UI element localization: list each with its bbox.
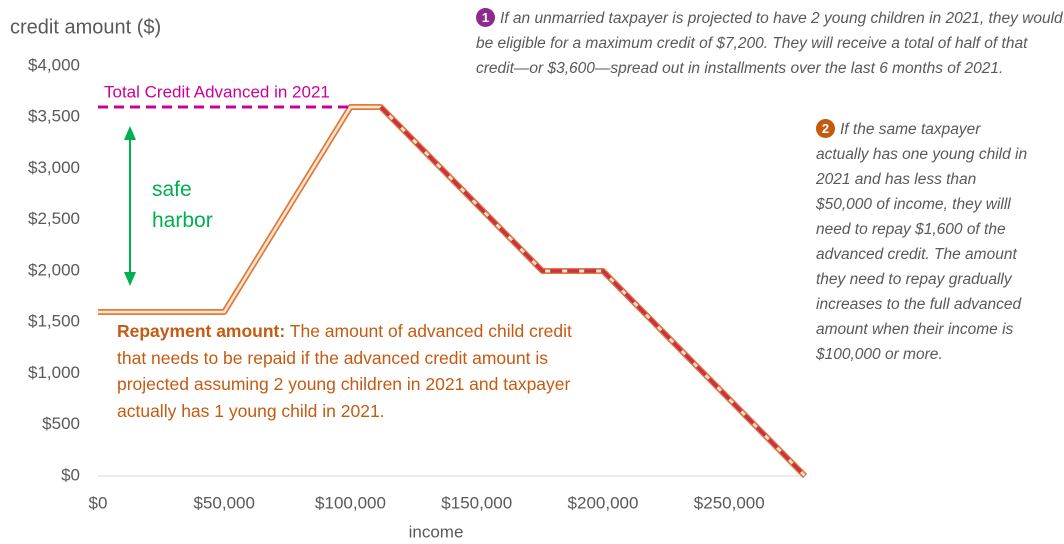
arrow-head	[124, 126, 136, 140]
y-tick-label: $4,000	[28, 55, 80, 74]
note-text: If the same taxpayer actually has one yo…	[816, 121, 1028, 363]
badge: 1	[476, 8, 495, 27]
y-tick-label: $1,000	[28, 363, 80, 382]
repayment-text: The amount of advanced child credit that…	[117, 321, 572, 421]
series-line	[379, 105, 807, 478]
y-tick-label: $500	[42, 414, 80, 433]
repayment-heading: Repayment amount:	[117, 321, 286, 341]
x-tick-label: $50,000	[194, 493, 255, 512]
x-tick-label: $0	[89, 493, 108, 512]
note-text: If an unmarried taxpayer is projected to…	[476, 10, 1063, 77]
arrow-head	[124, 272, 136, 286]
x-tick-label: $250,000	[694, 493, 765, 512]
y-axis-label: credit amount ($)	[10, 16, 161, 38]
note-2: 2 If the same taxpayer actually has one y…	[816, 117, 1034, 367]
x-tick-label: $200,000	[568, 493, 639, 512]
y-tick-label: $3,000	[28, 158, 80, 177]
reference-label: Total Credit Advanced in 2021	[104, 82, 330, 101]
y-tick-label: $2,000	[28, 260, 80, 279]
safe-harbor-label: safe harbor	[152, 178, 213, 232]
y-tick-label: $0	[61, 465, 80, 484]
y-tick-label: $1,500	[28, 312, 80, 331]
x-tick-label: $100,000	[315, 493, 386, 512]
repayment-note: Repayment amount: The amount of advanced…	[117, 318, 572, 424]
y-tick-label: $3,500	[28, 107, 80, 126]
note-1: 1 If an unmarried taxpayer is projected t…	[476, 6, 1064, 81]
y-tick-label: $2,500	[28, 209, 80, 228]
x-tick-label: $150,000	[441, 493, 512, 512]
badge: 2	[816, 119, 835, 138]
x-axis-label: income	[409, 522, 464, 541]
